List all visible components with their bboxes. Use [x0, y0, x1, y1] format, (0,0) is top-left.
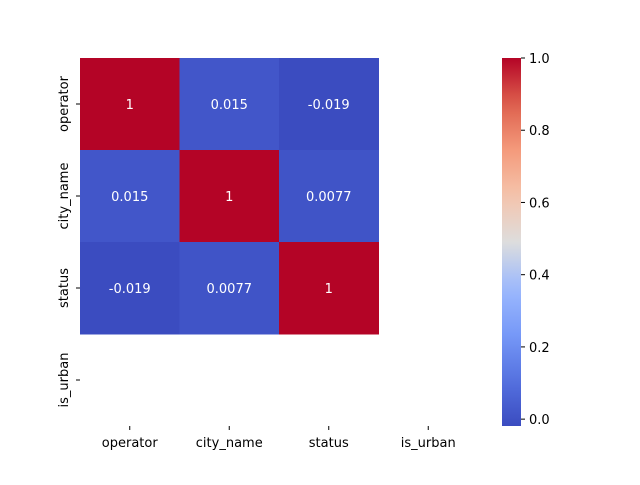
heatmap-cell — [179, 150, 280, 243]
x-axis: operator city_name status is_urban — [102, 426, 456, 451]
heatmap-cell-labels: 1 0.015 -0.019 0.015 1 0.0077 -0.019 0.0077 1 — [109, 98, 352, 297]
heatmap-cell — [279, 150, 379, 243]
heatmap-cell-label: 1 — [225, 190, 233, 205]
y-tick-label: is_urban — [57, 353, 72, 408]
heatmap-cell-label: 0.015 — [211, 98, 248, 113]
y-tick-label: status — [57, 268, 72, 308]
colorbar-tick-label: 0.4 — [529, 269, 550, 284]
x-tick-label: city_name — [196, 436, 263, 451]
colorbar-tick-label: 0.8 — [529, 124, 550, 139]
heatmap-cell — [179, 58, 280, 151]
heatmap-cell-label: -0.019 — [308, 98, 350, 113]
colorbar-tick-label: 1.0 — [529, 52, 550, 67]
heatmap-cell — [80, 150, 180, 243]
colorbar-tick-label: 0.6 — [529, 196, 550, 211]
colorbar: 0.0 0.2 0.4 0.6 0.8 1.0 — [502, 52, 550, 428]
heatmap-cell — [279, 58, 379, 151]
colorbar-tick-label: 0.0 — [529, 413, 550, 428]
y-tick-label: city_name — [57, 163, 72, 230]
x-tick-label: is_urban — [401, 436, 456, 451]
heatmap-cell-label: 0.0077 — [207, 282, 253, 297]
y-tick-label: operator — [57, 75, 72, 132]
colorbar-gradient — [502, 58, 521, 426]
heatmap-cell — [179, 242, 280, 335]
heatmap-cell — [80, 58, 180, 151]
heatmap-cell — [279, 242, 379, 335]
heatmap-cell-label: 0.015 — [111, 190, 148, 205]
heatmap-cell-label: 0.0077 — [306, 190, 352, 205]
heatmap-cell-label: 1 — [325, 282, 333, 297]
heatmap-cell — [80, 242, 180, 335]
x-tick-label: operator — [102, 436, 159, 451]
x-tick-label: status — [309, 436, 349, 451]
heatmap-cells — [80, 58, 379, 335]
colorbar-tick-label: 0.2 — [529, 341, 550, 356]
heatmap-cell-label: -0.019 — [109, 282, 151, 297]
heatmap-cell-label: 1 — [126, 98, 134, 113]
